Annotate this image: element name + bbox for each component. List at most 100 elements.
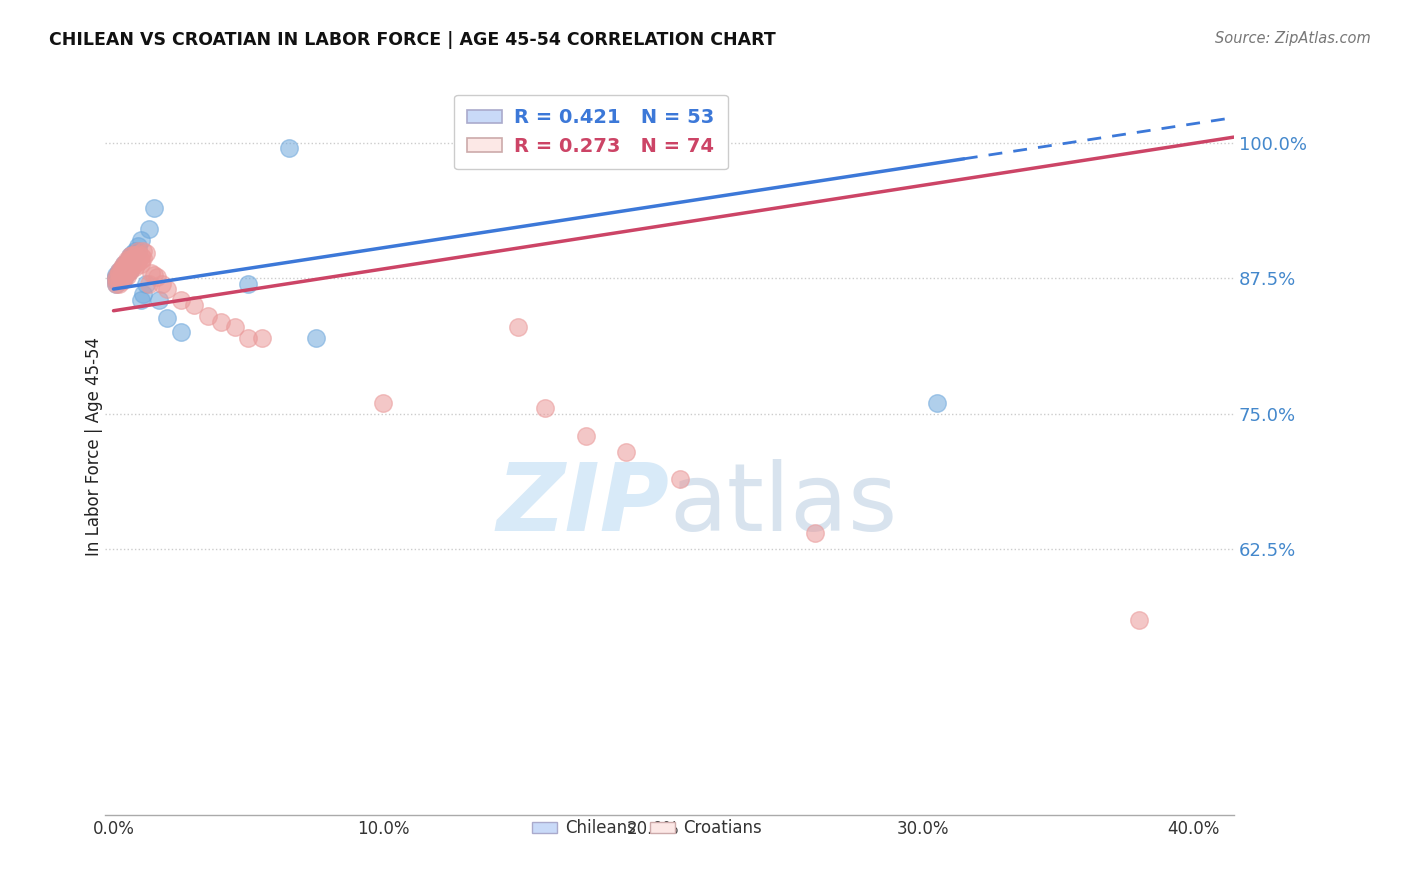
Point bbox=[110, 268, 132, 283]
Point bbox=[132, 244, 155, 258]
Point bbox=[112, 260, 135, 275]
Point bbox=[616, 445, 638, 459]
Point bbox=[110, 271, 132, 285]
Point bbox=[121, 247, 143, 261]
Point bbox=[127, 255, 149, 269]
Point bbox=[118, 258, 141, 272]
Point bbox=[143, 268, 166, 282]
Point bbox=[110, 271, 132, 285]
Point bbox=[121, 248, 143, 262]
Point bbox=[238, 277, 260, 291]
Point bbox=[105, 270, 128, 285]
Point bbox=[127, 252, 149, 266]
Point bbox=[118, 260, 141, 275]
Point bbox=[118, 263, 141, 277]
Point bbox=[110, 266, 132, 280]
Point bbox=[118, 252, 141, 266]
Point bbox=[129, 257, 152, 271]
Point bbox=[110, 263, 132, 277]
Point bbox=[197, 309, 219, 323]
Point bbox=[110, 267, 132, 281]
Point bbox=[112, 271, 135, 285]
Point bbox=[105, 275, 128, 289]
Point bbox=[110, 260, 132, 275]
Point bbox=[115, 268, 138, 283]
Point bbox=[124, 255, 146, 269]
Point bbox=[115, 258, 138, 272]
Point bbox=[170, 293, 193, 307]
Point bbox=[508, 320, 530, 334]
Point bbox=[373, 396, 395, 410]
Point bbox=[129, 250, 152, 264]
Point bbox=[124, 252, 146, 266]
Point bbox=[115, 252, 138, 267]
Point bbox=[108, 272, 131, 286]
Point bbox=[112, 257, 135, 271]
Point bbox=[124, 257, 146, 271]
Point bbox=[150, 277, 173, 291]
Point bbox=[132, 251, 155, 265]
Point bbox=[112, 268, 135, 283]
Point bbox=[110, 268, 132, 283]
Point bbox=[105, 277, 128, 291]
Point bbox=[129, 293, 152, 307]
Point bbox=[156, 311, 179, 326]
Point bbox=[135, 277, 157, 291]
Point bbox=[138, 277, 160, 291]
Point bbox=[108, 263, 131, 277]
Point bbox=[112, 260, 135, 275]
Point bbox=[118, 257, 141, 271]
Point bbox=[211, 315, 233, 329]
Point bbox=[156, 282, 179, 296]
Point bbox=[115, 255, 138, 269]
Point bbox=[108, 268, 131, 282]
Point bbox=[115, 263, 138, 277]
Point bbox=[112, 265, 135, 279]
Point bbox=[105, 270, 128, 285]
Point bbox=[1128, 613, 1150, 627]
Point bbox=[669, 472, 692, 486]
Point bbox=[138, 222, 160, 236]
Point bbox=[115, 256, 138, 270]
Point bbox=[115, 260, 138, 275]
Point bbox=[925, 396, 948, 410]
Point bbox=[121, 258, 143, 272]
Point bbox=[118, 250, 141, 264]
Point bbox=[132, 287, 155, 301]
Point bbox=[148, 293, 170, 307]
Text: atlas: atlas bbox=[669, 459, 898, 551]
Point bbox=[127, 247, 149, 261]
Point bbox=[238, 331, 260, 345]
Point bbox=[115, 262, 138, 277]
Point bbox=[105, 273, 128, 287]
Text: ZIP: ZIP bbox=[496, 459, 669, 551]
Point bbox=[129, 233, 152, 247]
Point bbox=[118, 252, 141, 267]
Point bbox=[105, 272, 128, 286]
Point bbox=[112, 262, 135, 277]
Point bbox=[118, 250, 141, 264]
Point bbox=[143, 201, 166, 215]
Point bbox=[305, 331, 328, 345]
Point bbox=[108, 266, 131, 280]
Point bbox=[108, 277, 131, 291]
Point bbox=[108, 270, 131, 285]
Point bbox=[278, 141, 301, 155]
Point bbox=[127, 238, 149, 252]
Point bbox=[105, 277, 128, 291]
Point bbox=[124, 260, 146, 275]
Point bbox=[118, 255, 141, 269]
Point bbox=[112, 271, 135, 285]
Point bbox=[105, 268, 128, 282]
Point bbox=[121, 253, 143, 268]
Point bbox=[115, 258, 138, 272]
Point bbox=[121, 251, 143, 265]
Point bbox=[118, 255, 141, 269]
Point bbox=[145, 270, 167, 285]
Point bbox=[118, 260, 141, 275]
Point bbox=[135, 246, 157, 260]
Point bbox=[534, 401, 557, 416]
Point bbox=[121, 255, 143, 269]
Point bbox=[183, 298, 205, 312]
Point bbox=[112, 257, 135, 271]
